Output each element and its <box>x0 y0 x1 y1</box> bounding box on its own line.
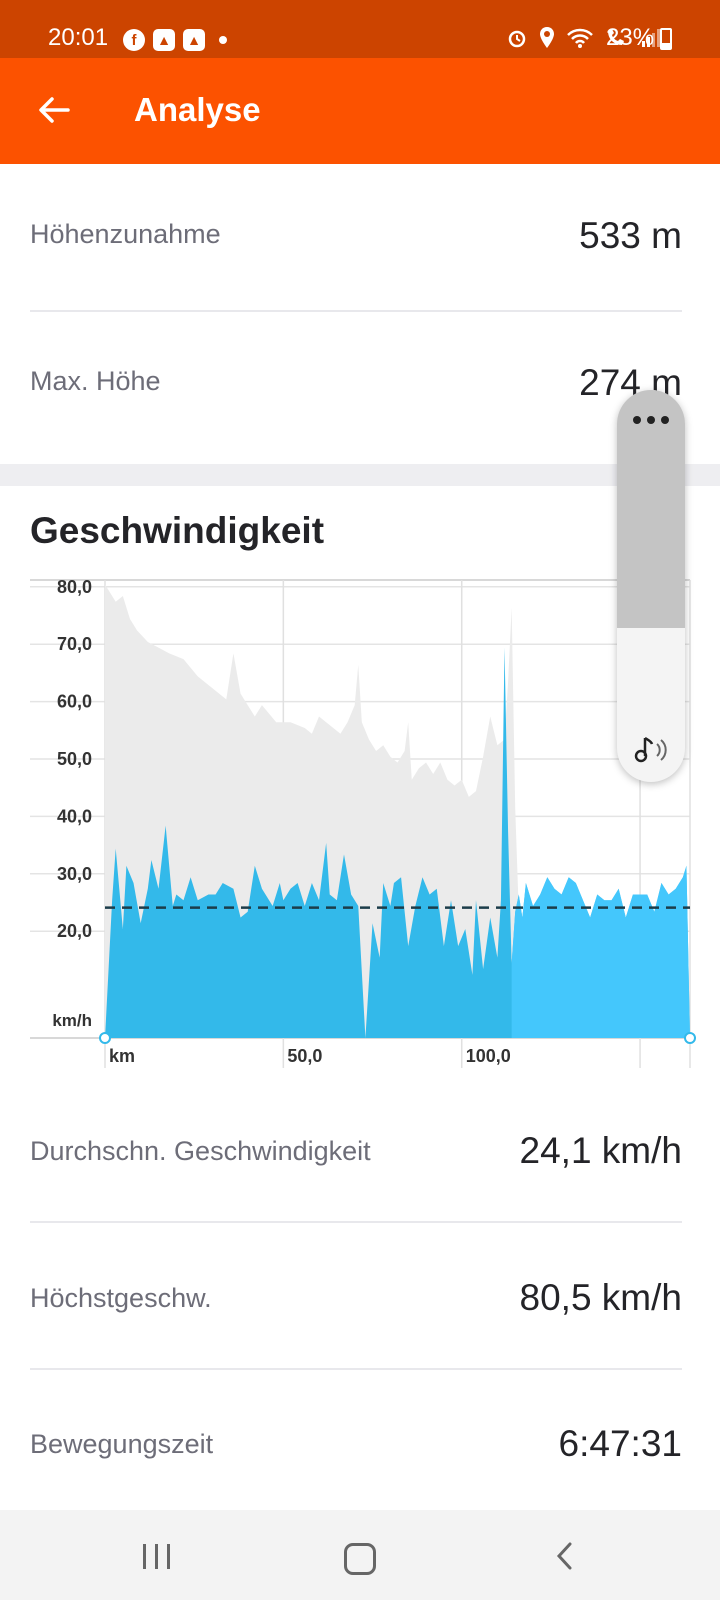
stat-value: 533 m <box>579 215 682 256</box>
stat-value: 6:47:31 <box>558 1423 682 1464</box>
stat-row-max-elevation: Max. Höhe 274 m <box>30 362 682 403</box>
y-tick-label: 20,0 <box>57 921 92 941</box>
y-tick-label: 80,0 <box>57 577 92 597</box>
status-left-icons: f ▲ ▲ <box>123 29 227 51</box>
location-icon <box>540 27 554 48</box>
dot-icon <box>219 36 227 44</box>
more-dots-icon[interactable] <box>633 416 669 424</box>
strava-icon: ▲ <box>183 29 205 51</box>
signal-icon <box>642 29 660 47</box>
speed-chart-svg[interactable]: 20,0 30,0 40,0 50,0 60,0 70,0 80,0 km/h km 50,0 10… <box>0 570 720 1070</box>
x-tick-label: km <box>109 1046 135 1066</box>
stat-row-elevation-gain: Höhenzunahme 533 m <box>30 215 682 256</box>
stat-value: 24,1 km/h <box>519 1130 682 1171</box>
back-icon[interactable] <box>548 1538 584 1574</box>
y-tick-label: 40,0 <box>57 806 92 826</box>
y-axis-label: km/h <box>52 1011 92 1030</box>
status-right-icons <box>506 26 660 50</box>
home-icon[interactable] <box>344 1543 376 1575</box>
x-tick-label: 50,0 <box>287 1046 322 1066</box>
stat-row-moving-time: Bewegungszeit 6:47:31 <box>30 1423 682 1467</box>
y-tick-label: 30,0 <box>57 864 92 884</box>
divider <box>30 1221 682 1223</box>
music-volume-icon[interactable] <box>631 734 673 766</box>
x-tick-label: 100,0 <box>466 1046 511 1066</box>
battery-icon <box>660 28 672 50</box>
y-tick-label: 70,0 <box>57 634 92 654</box>
strava-icon: ▲ <box>153 29 175 51</box>
stat-row-avg-speed: Durchschn. Geschwindigkeit 24,1 km/h <box>30 1130 682 1174</box>
stat-label: Max. Höhe <box>30 366 161 396</box>
stat-label: Höhenzunahme <box>30 219 221 249</box>
battery-percent: 23% <box>606 24 655 51</box>
app-bar: Analyse <box>0 58 720 164</box>
system-nav-bar <box>0 1510 720 1600</box>
range-start-handle <box>99 1032 111 1044</box>
range-end-handle <box>684 1032 696 1044</box>
page-title: Analyse <box>134 91 261 128</box>
volume-slider-fill[interactable] <box>617 390 685 628</box>
stat-label: Höchstgeschw. <box>30 1283 212 1313</box>
stat-label: Bewegungszeit <box>30 1429 214 1459</box>
y-tick-label: 60,0 <box>57 692 92 712</box>
alarm-icon <box>508 30 526 48</box>
stat-value: 80,5 km/h <box>519 1277 682 1318</box>
wifi-icon <box>567 28 593 48</box>
arrow-left-icon[interactable] <box>36 92 72 128</box>
speed-area-highlight <box>511 865 690 1038</box>
section-title-speed: Geschwindigkeit <box>30 510 325 551</box>
facebook-icon: f <box>123 29 145 51</box>
stat-label: Durchschn. Geschwindigkeit <box>30 1136 371 1166</box>
stat-row-max-speed: Höchstgeschw. 80,5 km/h <box>30 1277 682 1321</box>
divider <box>30 310 682 312</box>
divider <box>30 1368 682 1370</box>
recent-apps-icon[interactable] <box>143 1544 170 1569</box>
floating-media-panel[interactable] <box>617 390 685 782</box>
status-time: 20:01 <box>48 24 109 51</box>
y-tick-label: 50,0 <box>57 749 92 769</box>
speed-chart[interactable]: 20,0 30,0 40,0 50,0 60,0 70,0 80,0 km/h km 50,0 10… <box>0 570 720 1070</box>
status-bar: 20:01 f ▲ ▲ 23% <box>0 0 720 58</box>
section-separator <box>0 464 720 486</box>
wifi-calling-icon <box>608 29 624 45</box>
